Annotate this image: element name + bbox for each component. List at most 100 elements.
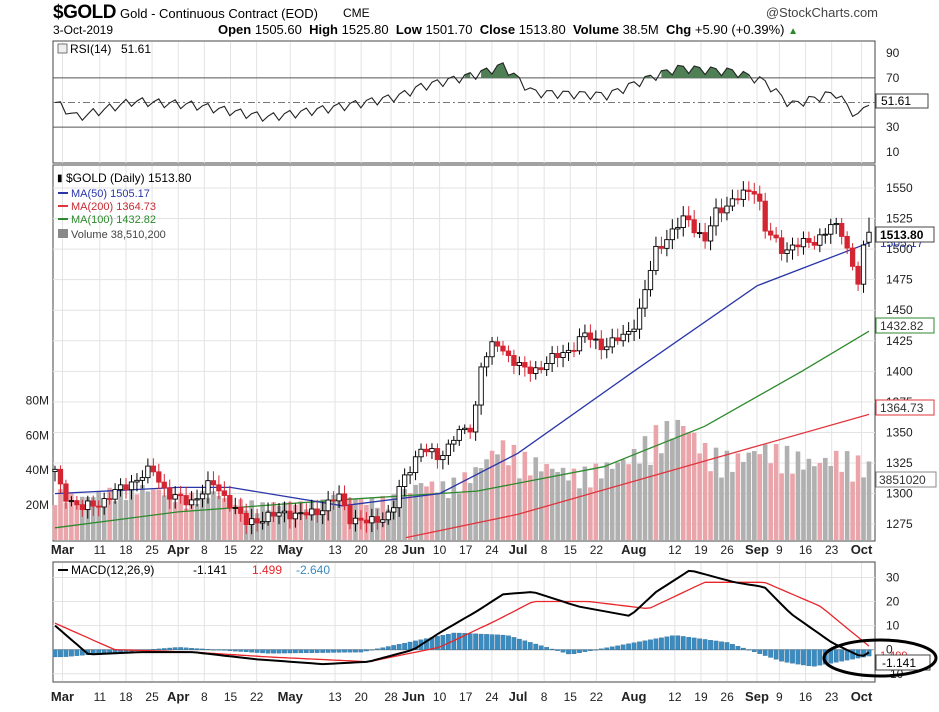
macd-histogram-bar	[577, 649, 582, 653]
volume-bar	[178, 492, 183, 540]
x-tick-label: Jun	[402, 689, 425, 704]
macd-histogram-bar	[833, 649, 839, 663]
macd-highlight-circle	[822, 638, 938, 678]
ma100-readout-value: 1432.82	[880, 319, 924, 333]
macd-histogram-bar	[702, 639, 708, 650]
macd-histogram-bar	[626, 643, 631, 650]
macd-histogram-bar	[342, 649, 347, 653]
volume-bar	[702, 443, 708, 540]
volume-bar	[129, 482, 134, 540]
volume-bar	[806, 458, 812, 540]
volume-bar	[331, 494, 336, 540]
volume-bar	[309, 501, 315, 540]
volume-bar	[790, 473, 795, 540]
volume-bar	[866, 461, 872, 540]
macd-histogram-bar	[156, 648, 162, 650]
macd-line	[54, 569, 870, 666]
macd-legend-label: MACD(12,26,9)	[71, 563, 154, 577]
volume-bar	[560, 467, 566, 540]
x-tick-label: 8	[541, 543, 548, 557]
candle-body	[625, 331, 632, 335]
candle-body	[631, 328, 637, 333]
rsi-tick-label: 90	[886, 46, 900, 60]
macd-histogram-bar	[282, 649, 287, 654]
volume-bar	[577, 488, 582, 540]
x-tick-label: 24	[485, 543, 499, 557]
volume-bar	[850, 481, 855, 540]
volume-bar	[451, 477, 457, 540]
ohlc-readout: Open 1505.60 High 1525.80 Low 1501.70 Cl…	[218, 22, 798, 37]
candle-body	[839, 223, 845, 237]
volume-bar	[697, 453, 702, 540]
candle-body	[238, 507, 244, 514]
volume-bar	[101, 498, 107, 540]
macd-histogram-bar	[167, 647, 173, 650]
x-tick-label: 16	[799, 690, 813, 704]
candle-body	[740, 189, 746, 200]
volume-bar	[795, 451, 801, 540]
volume-bar	[216, 495, 222, 540]
x-tick-label: 19	[694, 690, 708, 704]
x-tick-label: 18	[119, 543, 133, 557]
macd-histogram-bar	[582, 649, 588, 652]
volume-bar	[527, 475, 533, 540]
volume-readout-value: 3851020	[879, 473, 926, 487]
macd-histogram-bar	[63, 649, 69, 657]
close-value: 1513.80	[518, 22, 566, 37]
volume-bar	[779, 473, 784, 540]
candle-body	[483, 356, 490, 368]
volume-bar	[424, 486, 429, 540]
x-tick-label: Mar	[51, 689, 74, 704]
ma200-line	[405, 413, 870, 539]
candle-body	[391, 507, 397, 513]
candle-body	[576, 336, 583, 352]
volume-bar	[626, 464, 631, 540]
candle-body	[489, 341, 495, 358]
volume-bar	[402, 489, 407, 540]
x-tick-label: 15	[564, 690, 578, 704]
volume-bar	[620, 459, 626, 540]
macd-histogram-bar	[276, 649, 282, 654]
rsi-legend-label: RSI(14)	[70, 42, 111, 56]
volume-bar	[118, 484, 123, 540]
candle-body	[117, 484, 124, 491]
candle-body	[533, 367, 539, 374]
volume-bar	[719, 477, 724, 540]
candle-body	[642, 289, 648, 309]
volume-bar	[762, 444, 768, 540]
candle-body	[401, 474, 408, 487]
macd-histogram-bar	[249, 649, 255, 653]
volume-bar	[462, 472, 468, 540]
candle-body	[423, 448, 430, 453]
candle-body	[604, 346, 610, 351]
macd-histogram-bar	[440, 635, 446, 650]
ma50-line	[54, 242, 870, 507]
candle-body	[757, 193, 763, 202]
candle-body	[817, 234, 823, 246]
macd-histogram-bar	[751, 649, 757, 652]
volume-bar	[844, 451, 850, 540]
macd-readout-value: -1.141	[882, 656, 916, 670]
candle-body	[718, 207, 725, 214]
macd-tick-label: 10	[886, 619, 900, 633]
volume-value: 38.5M	[622, 22, 659, 37]
volume-bar	[648, 464, 653, 540]
x-tick-label: 26	[720, 543, 734, 557]
rsi-overbought-fill	[464, 72, 471, 78]
volume-bar	[232, 505, 238, 540]
x-tick-label: 9	[776, 690, 783, 704]
volume-bar	[489, 450, 495, 540]
high-label: High	[309, 22, 338, 37]
candle-body	[615, 337, 621, 342]
candle-body	[828, 224, 834, 235]
candle-body	[161, 481, 167, 489]
x-tick-label: Oct	[851, 542, 873, 557]
x-tick-label: Apr	[167, 689, 189, 704]
candle-body	[620, 333, 626, 342]
x-tick-label: 25	[145, 690, 159, 704]
candle-body	[178, 494, 184, 497]
price-tick-label: 1550	[886, 181, 913, 195]
volume-bar	[801, 469, 806, 540]
x-tick-label: 15	[564, 543, 578, 557]
candle-body	[527, 366, 533, 374]
